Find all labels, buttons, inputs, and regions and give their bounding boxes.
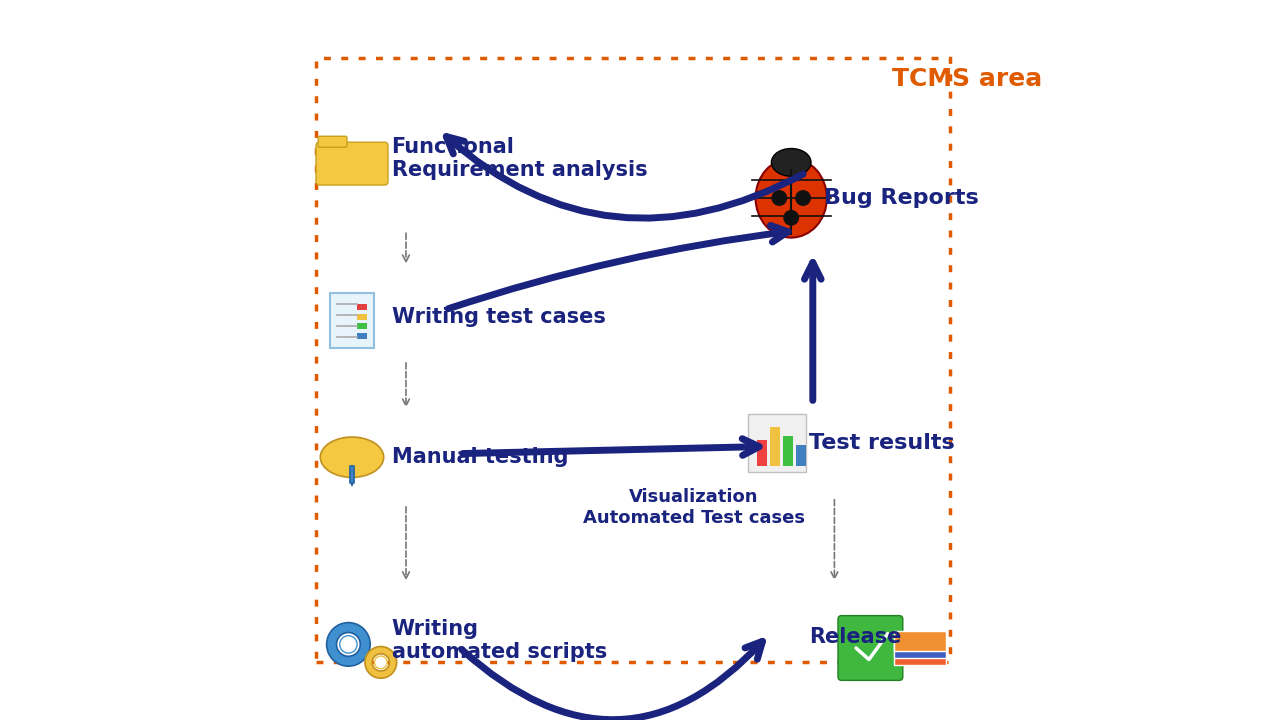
Bar — [769, 427, 780, 466]
Text: Functional
Requirement analysis: Functional Requirement analysis — [392, 137, 648, 180]
Circle shape — [375, 656, 387, 669]
Text: Manual testing: Manual testing — [392, 447, 568, 467]
Ellipse shape — [320, 437, 384, 477]
Bar — [796, 445, 805, 466]
Text: Visualization
Automated Test cases: Visualization Automated Test cases — [582, 488, 805, 527]
Bar — [782, 436, 792, 466]
Text: Test results: Test results — [809, 433, 955, 453]
Ellipse shape — [772, 148, 812, 176]
FancyBboxPatch shape — [838, 616, 902, 680]
FancyBboxPatch shape — [748, 414, 805, 472]
FancyBboxPatch shape — [895, 638, 946, 658]
Circle shape — [783, 210, 799, 226]
Circle shape — [795, 190, 812, 206]
Text: Writing test cases: Writing test cases — [392, 307, 605, 327]
Bar — [357, 323, 367, 329]
Circle shape — [772, 190, 787, 206]
Bar — [357, 304, 367, 310]
Text: TCMS area: TCMS area — [892, 67, 1042, 91]
Text: Bug Reports: Bug Reports — [823, 188, 978, 208]
FancyArrow shape — [349, 466, 355, 486]
Bar — [357, 333, 367, 338]
FancyBboxPatch shape — [319, 136, 347, 148]
Bar — [756, 441, 767, 466]
Text: Writing
automated scripts: Writing automated scripts — [392, 619, 607, 662]
Ellipse shape — [755, 158, 827, 238]
Circle shape — [339, 636, 357, 653]
Bar — [357, 314, 367, 320]
FancyBboxPatch shape — [330, 293, 374, 348]
Text: Release: Release — [809, 627, 901, 647]
FancyBboxPatch shape — [895, 645, 946, 665]
FancyBboxPatch shape — [316, 143, 388, 185]
FancyBboxPatch shape — [895, 631, 946, 651]
